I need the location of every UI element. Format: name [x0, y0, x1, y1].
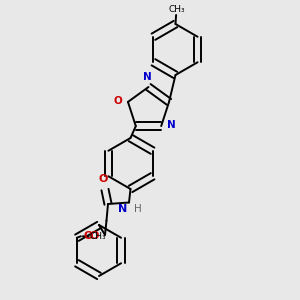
- Text: N: N: [118, 204, 128, 214]
- Text: CH₃: CH₃: [89, 232, 106, 241]
- Text: O: O: [83, 231, 93, 241]
- Text: CH₃: CH₃: [169, 4, 185, 14]
- Text: H: H: [134, 204, 142, 214]
- Text: O: O: [99, 174, 108, 184]
- Text: N: N: [167, 120, 175, 130]
- Text: O: O: [114, 96, 123, 106]
- Text: N: N: [143, 72, 152, 82]
- Text: O: O: [90, 231, 99, 242]
